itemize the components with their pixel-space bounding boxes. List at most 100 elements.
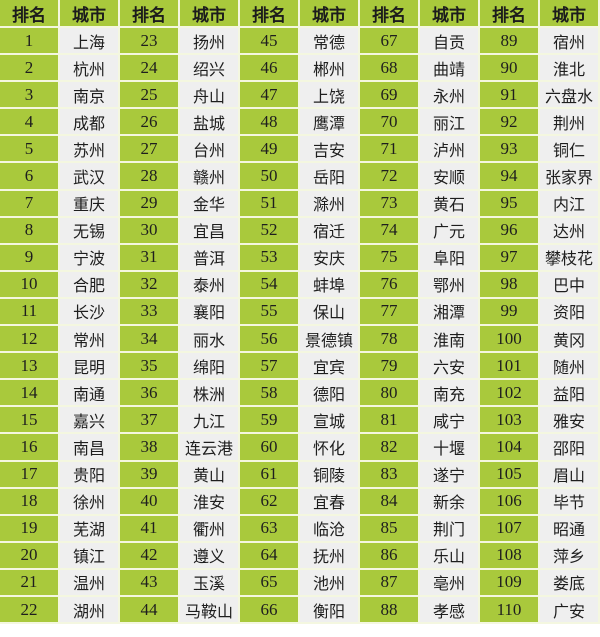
- city-cell: 台州: [180, 136, 240, 164]
- city-cell: 广安: [540, 596, 600, 625]
- rank-cell: 75: [360, 244, 420, 272]
- rank-cell: 1: [0, 28, 60, 56]
- rank-cell: 11: [0, 298, 60, 327]
- city-cell: 孝感: [420, 596, 480, 625]
- city-cell: 上海: [60, 28, 120, 56]
- rank-cell: 55: [240, 298, 300, 327]
- city-cell: 宿迁: [300, 217, 360, 245]
- header-rank: 排名: [240, 0, 300, 28]
- rank-cell: 92: [480, 109, 540, 137]
- rank-cell: 9: [0, 244, 60, 272]
- city-cell: 保山: [300, 298, 360, 327]
- city-cell: 嘉兴: [60, 407, 120, 435]
- rank-cell: 53: [240, 244, 300, 272]
- city-cell: 徐州: [60, 488, 120, 516]
- city-cell: 娄底: [540, 569, 600, 597]
- city-cell: 南京: [60, 82, 120, 110]
- rank-cell: 28: [120, 163, 180, 191]
- rank-cell: 41: [120, 515, 180, 543]
- rank-cell: 21: [0, 569, 60, 597]
- city-cell: 毕节: [540, 488, 600, 516]
- header-rank: 排名: [360, 0, 420, 28]
- city-cell: 马鞍山: [180, 596, 240, 625]
- city-cell: 巴中: [540, 271, 600, 299]
- rank-cell: 88: [360, 596, 420, 625]
- rank-cell: 83: [360, 461, 420, 489]
- header-rank: 排名: [480, 0, 540, 28]
- rank-cell: 33: [120, 298, 180, 327]
- city-cell: 吉安: [300, 136, 360, 164]
- city-cell: 池州: [300, 569, 360, 597]
- rank-cell: 16: [0, 434, 60, 462]
- city-cell: 黄冈: [540, 326, 600, 354]
- city-cell: 邵阳: [540, 434, 600, 462]
- rank-cell: 48: [240, 109, 300, 137]
- city-cell: 自贡: [420, 28, 480, 56]
- city-cell: 永州: [420, 82, 480, 110]
- city-cell: 黄山: [180, 461, 240, 489]
- city-cell: 德阳: [300, 380, 360, 408]
- rank-cell: 90: [480, 55, 540, 83]
- city-cell: 怀化: [300, 434, 360, 462]
- city-cell: 衢州: [180, 515, 240, 543]
- header-city: 城市: [540, 0, 600, 28]
- rank-cell: 110: [480, 596, 540, 625]
- city-cell: 达州: [540, 217, 600, 245]
- rank-cell: 52: [240, 217, 300, 245]
- rank-cell: 23: [120, 28, 180, 56]
- city-cell: 芜湖: [60, 515, 120, 543]
- city-cell: 攀枝花: [540, 244, 600, 272]
- city-cell: 黄石: [420, 190, 480, 218]
- header-rank: 排名: [0, 0, 60, 28]
- rank-cell: 24: [120, 55, 180, 83]
- city-cell: 淮北: [540, 55, 600, 83]
- city-cell: 宜宾: [300, 353, 360, 381]
- rank-cell: 80: [360, 380, 420, 408]
- city-cell: 丽江: [420, 109, 480, 137]
- rank-cell: 95: [480, 190, 540, 218]
- city-cell: 昭通: [540, 515, 600, 543]
- rank-cell: 71: [360, 136, 420, 164]
- rank-cell: 107: [480, 515, 540, 543]
- rank-cell: 104: [480, 434, 540, 462]
- city-cell: 益阳: [540, 380, 600, 408]
- city-cell: 郴州: [300, 55, 360, 83]
- city-cell: 曲靖: [420, 55, 480, 83]
- rank-cell: 36: [120, 380, 180, 408]
- city-cell: 宁波: [60, 244, 120, 272]
- city-cell: 无锡: [60, 217, 120, 245]
- rank-cell: 17: [0, 461, 60, 489]
- rank-cell: 29: [120, 190, 180, 218]
- rank-cell: 2: [0, 55, 60, 83]
- rank-cell: 25: [120, 82, 180, 110]
- city-cell: 衡阳: [300, 596, 360, 625]
- rank-cell: 14: [0, 380, 60, 408]
- rank-cell: 85: [360, 515, 420, 543]
- city-cell: 淮安: [180, 488, 240, 516]
- rank-cell: 93: [480, 136, 540, 164]
- city-cell: 苏州: [60, 136, 120, 164]
- city-cell: 鄂州: [420, 271, 480, 299]
- rank-cell: 39: [120, 461, 180, 489]
- rank-cell: 108: [480, 542, 540, 570]
- rank-cell: 46: [240, 55, 300, 83]
- rank-cell: 99: [480, 298, 540, 327]
- city-cell: 赣州: [180, 163, 240, 191]
- city-cell: 泸州: [420, 136, 480, 164]
- rank-cell: 45: [240, 28, 300, 56]
- rank-cell: 79: [360, 353, 420, 381]
- city-cell: 景德镇: [300, 326, 360, 354]
- rank-cell: 84: [360, 488, 420, 516]
- city-cell: 乐山: [420, 542, 480, 570]
- city-cell: 宣城: [300, 407, 360, 435]
- city-cell: 新余: [420, 488, 480, 516]
- city-cell: 安庆: [300, 244, 360, 272]
- city-cell: 湖州: [60, 596, 120, 625]
- rank-cell: 81: [360, 407, 420, 435]
- city-cell: 宜昌: [180, 217, 240, 245]
- rank-cell: 30: [120, 217, 180, 245]
- city-cell: 合肥: [60, 271, 120, 299]
- rank-cell: 27: [120, 136, 180, 164]
- rank-cell: 73: [360, 190, 420, 218]
